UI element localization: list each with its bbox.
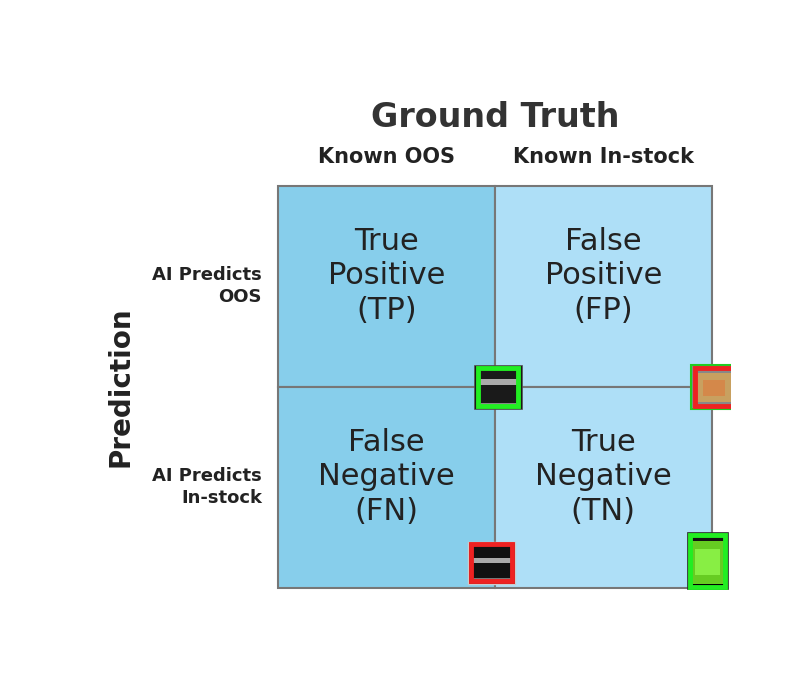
Bar [277,186,494,386]
Bar [494,186,711,386]
Bar [691,365,738,409]
Text: Prediction: Prediction [106,306,134,467]
Bar [476,379,518,384]
Bar [470,578,513,582]
Text: True
Negative
(TN): True Negative (TN) [534,428,671,526]
Bar [689,584,725,589]
Text: Known In-stock: Known In-stock [513,147,693,167]
Bar [478,367,517,406]
Bar [277,386,494,588]
Text: AI Predicts
OOS: AI Predicts OOS [152,266,262,306]
Bar [689,534,724,586]
Bar [694,549,719,575]
Text: False
Positive
(FP): False Positive (FP) [544,226,661,325]
Bar [702,380,723,396]
Text: False
Negative
(FN): False Negative (FN) [317,428,454,526]
Text: AI Predicts
In-stock: AI Predicts In-stock [152,467,262,507]
Bar [695,374,733,402]
Bar [467,542,515,584]
Bar [470,558,513,563]
Bar [686,532,727,589]
Bar [494,386,711,588]
Text: Ground Truth: Ground Truth [370,102,618,134]
Bar [694,367,734,406]
Bar [691,365,738,409]
Text: True
Positive
(TP): True Positive (TP) [327,226,444,325]
Text: Known OOS: Known OOS [317,147,454,167]
Bar [476,403,518,407]
Bar [689,540,723,584]
Bar [467,542,515,584]
Bar [474,365,521,409]
Bar [470,544,512,581]
